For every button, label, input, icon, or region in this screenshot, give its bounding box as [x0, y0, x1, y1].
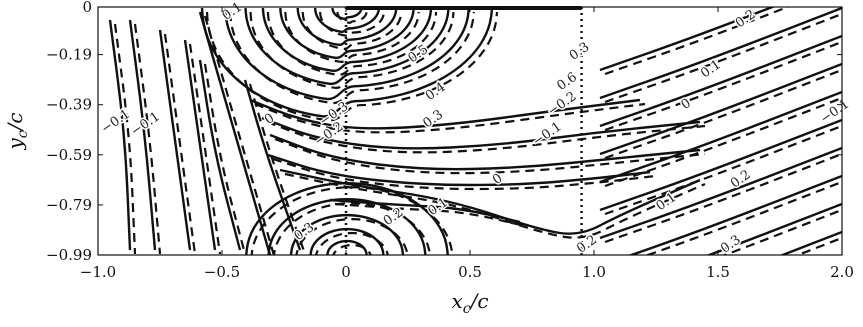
- contour-line-dashed: [274, 137, 706, 175]
- contour-line-dashed: [604, 152, 842, 244]
- x-tick-label: −0.5: [204, 263, 240, 281]
- y-axis-ticks: 0 −0.19 −0.39 −0.59 −0.79 −0.99: [46, 0, 842, 264]
- contour-value-label: 0.2: [728, 167, 754, 191]
- contour-line-dashed: [295, 218, 409, 255]
- y-tick-label: −0.19: [46, 46, 92, 64]
- contour-line-solid: [599, 34, 842, 128]
- contour-line-dashed: [332, 243, 372, 255]
- contour-line-solid: [599, 118, 842, 212]
- contour-line-solid: [599, 7, 776, 72]
- contour-value-label: 0.3: [567, 40, 593, 64]
- contour-line-dashed: [721, 208, 842, 255]
- contour-line-dashed: [284, 11, 420, 63]
- contour-line-solid: [279, 7, 415, 60]
- contour-line-solid: [261, 116, 701, 150]
- y-tick-label: −0.79: [46, 196, 92, 214]
- x-tick-label: 0.5: [458, 263, 482, 281]
- contour-line-solid: [108, 19, 132, 251]
- contour-value-label: −0.1: [530, 119, 564, 149]
- contour-line-solid: [269, 133, 701, 171]
- contour-line-solid: [128, 19, 157, 251]
- contour-line-solid: [267, 153, 651, 187]
- contour-line-solid: [200, 7, 494, 118]
- contour-line-dashed: [604, 124, 842, 216]
- x-tick-label: 1.5: [706, 263, 730, 281]
- contour-line-solid: [329, 198, 521, 224]
- y-tick-label: −0.39: [46, 96, 92, 114]
- contour-line-solid: [599, 62, 842, 156]
- contour-line-dashed: [249, 11, 455, 89]
- contour-line-solid: [158, 29, 192, 251]
- contour-line-dashed: [604, 68, 842, 160]
- contour-value-label: 0.6: [554, 70, 580, 94]
- x-tick-label: −1.0: [80, 263, 116, 281]
- y-tick-label: −0.59: [46, 146, 92, 164]
- contour-line-dashed: [266, 11, 438, 76]
- contour-line-solid: [296, 7, 398, 47]
- contour-line-solid: [261, 7, 433, 73]
- contour-line-solid: [224, 7, 470, 101]
- contour-line-solid: [627, 174, 842, 255]
- contour-line-dashed: [284, 172, 706, 239]
- contour-line-dashed: [604, 7, 791, 76]
- contour-line-dashed: [113, 23, 137, 255]
- contour-value-label: 0.5: [406, 42, 432, 66]
- contour-value-label: 0.3: [718, 233, 744, 257]
- y-tick-label: 0: [82, 0, 92, 16]
- contour-line-solid: [599, 7, 842, 100]
- contour-line-dashed: [203, 15, 275, 255]
- y-axis-title: yc/c: [3, 112, 31, 150]
- x-tick-label: 2.0: [830, 263, 854, 281]
- contour-value-label: 0.2: [574, 233, 600, 257]
- contour-line-dashed: [203, 63, 247, 255]
- contour-line-solid: [705, 202, 842, 255]
- contour-line-dashed: [315, 231, 389, 255]
- contour-line-dashed: [250, 186, 454, 255]
- contour-line-solid: [599, 146, 842, 240]
- contour-line-solid: [243, 79, 302, 251]
- contour-line-solid: [313, 7, 381, 34]
- contour-value-label: 0.1: [220, 0, 246, 24]
- x-tick-label: 0: [341, 263, 351, 281]
- x-tick-label: 1.0: [582, 263, 606, 281]
- contour-line-dashed: [254, 102, 646, 134]
- contour-line-solid: [198, 59, 242, 251]
- contour-line-solid: [183, 39, 217, 251]
- contour-line-dashed: [644, 180, 842, 255]
- contour-line-dashed: [604, 96, 842, 188]
- contour-line-dashed: [301, 11, 403, 50]
- contour-line-dashed: [133, 23, 162, 255]
- contour-line-dashed: [336, 11, 368, 24]
- contour-value-label: 0.3: [420, 107, 446, 131]
- contour-line-dashed: [334, 202, 526, 228]
- contour-line-dashed: [188, 43, 222, 255]
- contour-line-dashed: [272, 157, 656, 191]
- contour-line-dashed: [604, 12, 842, 104]
- contour-line-dashed: [248, 83, 307, 255]
- contour-line-solid: [599, 90, 842, 184]
- contour-line-solid: [244, 7, 450, 86]
- x-axis-title: xc/c: [451, 289, 488, 317]
- y-tick-label: −0.99: [46, 246, 92, 264]
- contour-line-dashed: [163, 33, 197, 255]
- x-axis-ticks: −1.0 −0.5 0 0.5 1.0 1.5 2.0: [80, 7, 854, 281]
- contour-line-dashed: [604, 40, 842, 132]
- contour-line-dashed: [205, 11, 499, 122]
- contour-lines: [108, 7, 842, 255]
- contour-line-solid: [245, 182, 449, 255]
- contour-line-solid: [249, 98, 641, 130]
- contour-line-solid: [198, 11, 272, 255]
- contour-line-solid: [331, 7, 363, 21]
